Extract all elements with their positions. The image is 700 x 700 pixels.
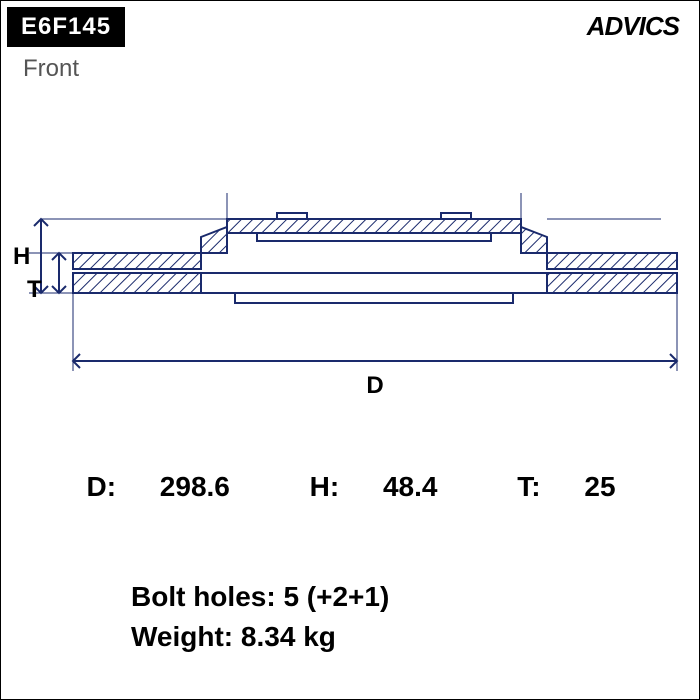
weight-spec: Weight: 8.34 kg (131, 621, 336, 653)
brand-logo: ADVICS (587, 11, 679, 42)
cross-section-diagram: HT D (1, 131, 700, 431)
bolt-holes-spec: Bolt holes: 5 (+2+1) (131, 581, 389, 613)
page-frame: E6F145 ADVICS Front HT D D: 298.6 H: 48.4… (0, 0, 700, 700)
dim-H: H: 48.4 (292, 471, 464, 502)
svg-text:H: H (13, 243, 30, 270)
dim-D: D: 298.6 (68, 471, 255, 502)
svg-text:T: T (27, 276, 42, 303)
dim-T: T: 25 (499, 471, 633, 502)
dimensions-row: D: 298.6 H: 48.4 T: 25 (1, 471, 700, 503)
svg-text:D: D (366, 372, 383, 399)
position-label: Front (23, 55, 79, 83)
part-number-badge: E6F145 (7, 7, 125, 47)
